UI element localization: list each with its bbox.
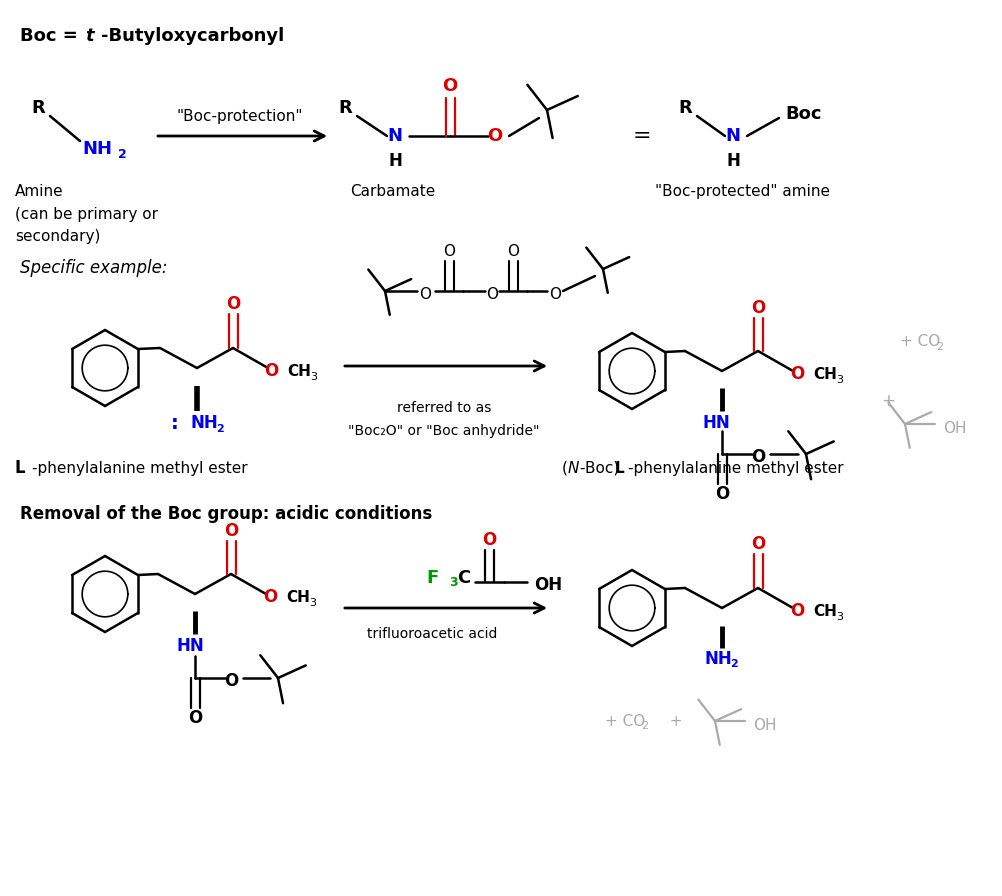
- Text: +: +: [660, 713, 682, 728]
- Text: O: O: [442, 77, 458, 95]
- Text: Carbamate: Carbamate: [350, 184, 435, 199]
- Text: HN: HN: [176, 637, 203, 655]
- Text: C: C: [457, 569, 471, 587]
- Text: O: O: [790, 602, 805, 620]
- Text: -Butyloxycarbonyl: -Butyloxycarbonyl: [101, 27, 285, 45]
- Text: O: O: [264, 362, 279, 380]
- Text: O: O: [507, 244, 519, 259]
- Text: -phenylalanine methyl ester: -phenylalanine methyl ester: [628, 461, 844, 476]
- Text: O: O: [187, 709, 202, 727]
- Text: O: O: [750, 535, 766, 553]
- Text: O: O: [223, 672, 238, 690]
- Text: Amine: Amine: [15, 184, 63, 199]
- Text: CH: CH: [286, 590, 310, 605]
- Text: "Boc₂O" or "Boc anhydride": "Boc₂O" or "Boc anhydride": [349, 424, 540, 438]
- Text: 3: 3: [309, 598, 316, 608]
- Text: O: O: [487, 127, 503, 145]
- Text: CH: CH: [287, 364, 311, 378]
- Text: Specific example:: Specific example:: [20, 259, 167, 277]
- Text: Boc =: Boc =: [20, 27, 84, 45]
- Text: O: O: [482, 531, 496, 549]
- Text: O: O: [486, 287, 498, 301]
- Text: O: O: [549, 287, 561, 301]
- Text: L: L: [615, 461, 624, 476]
- Text: O: O: [790, 365, 805, 383]
- Text: H: H: [388, 152, 402, 170]
- Text: OH: OH: [753, 718, 777, 733]
- Text: 3: 3: [310, 372, 317, 382]
- Text: OH: OH: [943, 420, 967, 435]
- Text: (can be primary or: (can be primary or: [15, 206, 158, 221]
- Text: "Boc-protection": "Boc-protection": [176, 108, 304, 124]
- Text: t: t: [85, 27, 93, 45]
- Text: "Boc-protected" amine: "Boc-protected" amine: [655, 184, 830, 199]
- Text: (: (: [562, 461, 568, 476]
- Text: 2: 2: [118, 148, 126, 160]
- Text: trifluoroacetic acid: trifluoroacetic acid: [367, 627, 497, 641]
- Text: =: =: [632, 126, 651, 146]
- Text: L: L: [15, 459, 26, 477]
- Text: O: O: [750, 448, 766, 466]
- Text: 3: 3: [836, 612, 843, 622]
- Text: Boc: Boc: [785, 105, 822, 123]
- Text: R: R: [678, 99, 691, 117]
- Text: +: +: [881, 392, 895, 410]
- Text: O: O: [714, 485, 729, 503]
- Text: N: N: [725, 127, 740, 145]
- Text: HN: HN: [702, 414, 729, 432]
- Text: 2: 2: [216, 424, 223, 434]
- Text: + CO: + CO: [900, 333, 940, 349]
- Text: 2: 2: [936, 342, 943, 352]
- Text: CH: CH: [813, 604, 837, 618]
- Text: N: N: [568, 461, 579, 476]
- Text: F: F: [426, 569, 438, 587]
- Text: -phenylalanine methyl ester: -phenylalanine methyl ester: [32, 461, 247, 476]
- Text: secondary): secondary): [15, 228, 100, 244]
- Text: referred to as: referred to as: [397, 401, 491, 415]
- Text: O: O: [419, 287, 431, 301]
- Text: 3: 3: [449, 576, 458, 590]
- Text: :: :: [171, 413, 179, 433]
- Text: Removal of the Boc group: acidic conditions: Removal of the Boc group: acidic conditi…: [20, 505, 432, 523]
- Text: H: H: [726, 152, 739, 170]
- Text: -Boc): -Boc): [580, 461, 624, 476]
- Text: 2: 2: [730, 659, 737, 669]
- Text: CH: CH: [813, 366, 837, 382]
- Text: O: O: [443, 244, 455, 259]
- Text: 2: 2: [641, 721, 648, 731]
- Text: OH: OH: [534, 576, 562, 594]
- Text: NH: NH: [704, 650, 731, 668]
- Text: R: R: [338, 99, 352, 117]
- Text: O: O: [263, 588, 278, 606]
- Text: R: R: [31, 99, 45, 117]
- Text: O: O: [750, 299, 766, 317]
- Text: N: N: [388, 127, 403, 145]
- Text: NH: NH: [82, 140, 112, 158]
- Text: O: O: [225, 295, 240, 313]
- Text: O: O: [223, 522, 238, 540]
- Text: + CO: + CO: [605, 713, 645, 728]
- Text: NH: NH: [190, 414, 217, 432]
- Text: 3: 3: [836, 375, 843, 385]
